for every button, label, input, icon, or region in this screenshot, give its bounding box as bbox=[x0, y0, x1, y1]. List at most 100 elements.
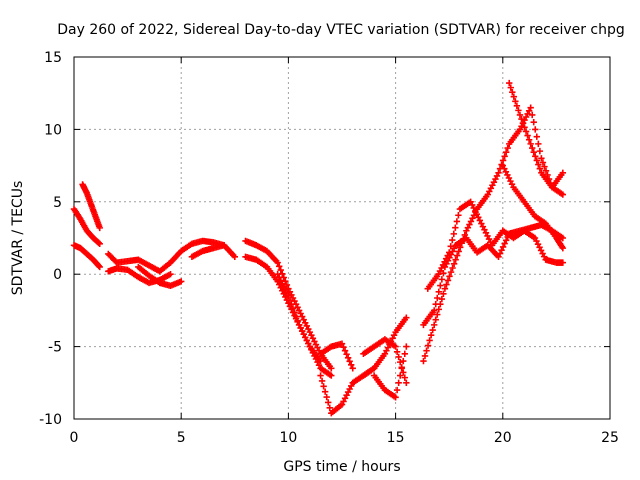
series-track-2 bbox=[70, 242, 103, 271]
data-point bbox=[452, 224, 459, 231]
data-point bbox=[455, 248, 462, 255]
data-point bbox=[349, 365, 356, 372]
data-point bbox=[317, 372, 324, 379]
y-tick-label: 5 bbox=[53, 195, 62, 211]
series-track-1 bbox=[70, 205, 103, 247]
data-point bbox=[432, 300, 439, 308]
data-point bbox=[320, 383, 327, 390]
data-point bbox=[532, 126, 539, 133]
data-point bbox=[446, 273, 453, 280]
data-point bbox=[527, 104, 534, 111]
data-point bbox=[277, 266, 284, 274]
data-point bbox=[539, 159, 547, 166]
data-point bbox=[450, 260, 458, 268]
data-point bbox=[396, 372, 404, 379]
data-point bbox=[96, 240, 103, 247]
y-tick-label: -10 bbox=[39, 412, 62, 428]
data-point bbox=[455, 212, 462, 219]
data-point bbox=[421, 352, 429, 360]
series-track-14 bbox=[360, 336, 410, 386]
data-point bbox=[453, 252, 461, 259]
data-point bbox=[326, 404, 333, 412]
data-point bbox=[403, 379, 410, 386]
data-point bbox=[532, 153, 539, 160]
x-axis-label: GPS time / hours bbox=[283, 459, 400, 475]
data-point bbox=[498, 247, 505, 254]
data-point bbox=[449, 264, 456, 272]
x-tick-label: 25 bbox=[601, 430, 619, 446]
data-point bbox=[231, 253, 238, 261]
series-track-15 bbox=[370, 343, 410, 401]
data-point bbox=[541, 163, 548, 170]
data-point bbox=[276, 263, 283, 270]
data-point bbox=[96, 224, 103, 232]
data-point bbox=[533, 133, 540, 140]
data-point bbox=[325, 399, 332, 406]
data-point bbox=[535, 161, 542, 168]
data-point bbox=[513, 102, 521, 110]
data-point bbox=[317, 357, 324, 365]
data-point bbox=[446, 249, 453, 256]
data-point bbox=[427, 332, 435, 339]
data-point bbox=[542, 167, 550, 174]
data-point bbox=[328, 365, 335, 372]
data-point bbox=[294, 317, 301, 324]
ticks: 0 5 10 15 20 25 -10 -5 0 5 10 15 bbox=[39, 50, 619, 446]
data-point bbox=[401, 350, 408, 358]
data-point bbox=[338, 340, 346, 347]
x-tick-label: 10 bbox=[279, 430, 297, 446]
data-point bbox=[430, 307, 438, 314]
series-track-9 bbox=[242, 237, 335, 372]
data-point bbox=[527, 140, 534, 148]
data-point bbox=[274, 259, 281, 266]
y-tick-label: 0 bbox=[53, 267, 62, 283]
data-point bbox=[521, 124, 528, 131]
data-point bbox=[559, 234, 567, 242]
data-point bbox=[318, 377, 326, 385]
data-point bbox=[510, 93, 518, 100]
data-point bbox=[530, 148, 537, 156]
data-point bbox=[536, 147, 544, 155]
series-track-7 bbox=[188, 242, 238, 261]
data-point bbox=[392, 343, 399, 350]
data-point bbox=[533, 157, 540, 164]
data-point bbox=[393, 386, 401, 394]
data-point bbox=[434, 311, 441, 318]
data-point bbox=[430, 321, 438, 329]
data-point bbox=[291, 309, 298, 316]
data-point bbox=[167, 271, 174, 278]
data-point bbox=[403, 314, 410, 321]
data-point bbox=[506, 79, 513, 87]
data-point bbox=[396, 358, 404, 366]
x-tick-label: 15 bbox=[387, 430, 405, 446]
data-point bbox=[447, 268, 455, 276]
data-point bbox=[559, 244, 567, 252]
data-point bbox=[343, 351, 350, 358]
data-point bbox=[522, 128, 530, 135]
data-point bbox=[178, 278, 185, 285]
data-point bbox=[453, 218, 461, 225]
data-point bbox=[498, 161, 505, 168]
x-tick-label: 5 bbox=[177, 430, 186, 446]
data-point bbox=[328, 372, 335, 379]
data-point bbox=[395, 379, 402, 386]
data-point bbox=[496, 250, 504, 257]
data-point bbox=[495, 253, 502, 261]
data-point bbox=[393, 348, 401, 355]
data-point bbox=[400, 357, 407, 365]
data-point bbox=[450, 230, 457, 238]
data-point bbox=[432, 316, 439, 323]
series-track-16 bbox=[420, 104, 567, 365]
data-point bbox=[344, 354, 352, 361]
series-track-10 bbox=[274, 271, 324, 365]
data-point bbox=[401, 374, 408, 381]
data-point bbox=[288, 300, 295, 308]
series-track-3 bbox=[79, 181, 103, 232]
plot-frame bbox=[73, 56, 611, 420]
data-point bbox=[441, 285, 449, 292]
data-point bbox=[449, 236, 456, 244]
y-axis-label: SDTVAR / TECUs bbox=[10, 181, 26, 296]
data-point bbox=[438, 276, 446, 283]
data-point bbox=[504, 144, 511, 152]
